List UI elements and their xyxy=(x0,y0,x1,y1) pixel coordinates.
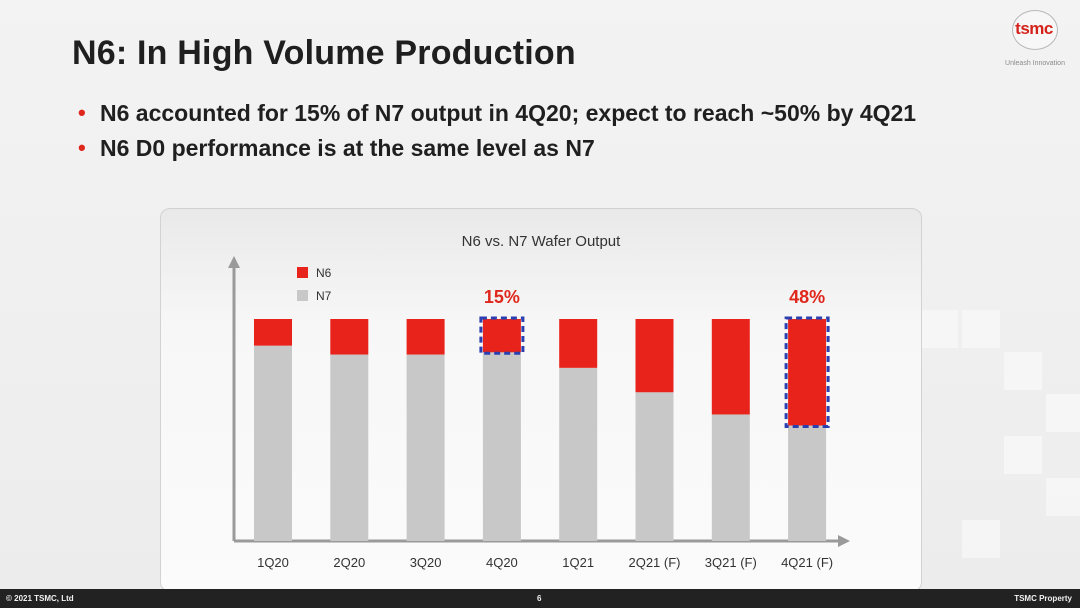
x-tick-label: 3Q21 (F) xyxy=(705,555,757,570)
bullet-text: N6 accounted for 15% of N7 output in 4Q2… xyxy=(100,100,917,126)
bar-n6-2Q21 (F) xyxy=(635,319,674,393)
bar-n6-4Q21 (F) xyxy=(788,319,827,426)
x-tick-label: 2Q21 (F) xyxy=(628,555,680,570)
bullet-item: • N6 accounted for 15% of N7 output in 4Q… xyxy=(78,100,916,127)
logo-globe-icon xyxy=(1012,10,1058,50)
legend-label-n7: N7 xyxy=(316,289,332,303)
bar-n6-3Q20 xyxy=(406,319,445,355)
chart-title: N6 vs. N7 Wafer Output xyxy=(462,233,621,250)
legend-label-n6: N6 xyxy=(316,266,332,280)
highlight-box-4Q20 xyxy=(479,316,525,355)
footer-copyright: © 2021 TSMC, Ltd xyxy=(6,594,74,603)
bar-n6-3Q21 (F) xyxy=(711,319,750,415)
bullet-dot-icon: • xyxy=(78,100,86,125)
bullet-item: • N6 D0 performance is at the same level … xyxy=(78,135,916,162)
footer-page-number: 6 xyxy=(537,594,542,603)
legend-swatch-n7 xyxy=(297,290,308,301)
bar-n7-4Q21 (F) xyxy=(788,425,827,541)
y-axis-arrow-icon xyxy=(228,256,240,268)
tsmc-logo: tsmc Unleash Innovation xyxy=(1000,10,1072,72)
bullet-text: N6 D0 performance is at the same level a… xyxy=(100,135,595,161)
highlight-box-4Q21 (F) xyxy=(784,316,830,429)
bar-n7-3Q20 xyxy=(406,354,445,541)
x-axis-arrow-icon xyxy=(838,535,850,547)
x-tick-label: 1Q20 xyxy=(257,555,289,570)
bar-n6-2Q20 xyxy=(330,319,369,355)
bar-n7-4Q20 xyxy=(482,352,521,541)
footer-property: TSMC Property xyxy=(1014,594,1072,603)
legend-swatch-n6 xyxy=(297,267,308,278)
x-tick-label: 4Q20 xyxy=(486,555,518,570)
bar-n7-2Q21 (F) xyxy=(635,392,674,541)
data-label-4Q20: 15% xyxy=(484,287,520,307)
bullet-dot-icon: • xyxy=(78,135,86,160)
bullet-list: • N6 accounted for 15% of N7 output in 4Q… xyxy=(78,100,916,170)
background-tile-decoration xyxy=(900,300,1080,580)
bar-n7-1Q21 xyxy=(559,367,598,541)
x-tick-label: 1Q21 xyxy=(562,555,594,570)
bar-n6-1Q20 xyxy=(254,319,292,346)
bar-n7-1Q20 xyxy=(254,345,292,541)
data-label-4Q21 (F): 48% xyxy=(789,287,825,307)
logo-text: tsmc xyxy=(1015,19,1053,38)
x-tick-label: 3Q20 xyxy=(410,555,442,570)
page-title: N6: In High Volume Production xyxy=(72,34,576,72)
x-tick-label: 4Q21 (F) xyxy=(781,555,833,570)
bar-n7-2Q20 xyxy=(330,354,369,541)
bar-n7-3Q21 (F) xyxy=(711,414,750,541)
logo-tagline: Unleash Innovation xyxy=(1005,60,1065,67)
bar-n6-4Q20 xyxy=(482,319,521,353)
x-tick-label: 2Q20 xyxy=(333,555,365,570)
bar-n6-1Q21 xyxy=(559,319,598,368)
footer-bar: © 2021 TSMC, Ltd 6 TSMC Property xyxy=(0,589,1080,608)
